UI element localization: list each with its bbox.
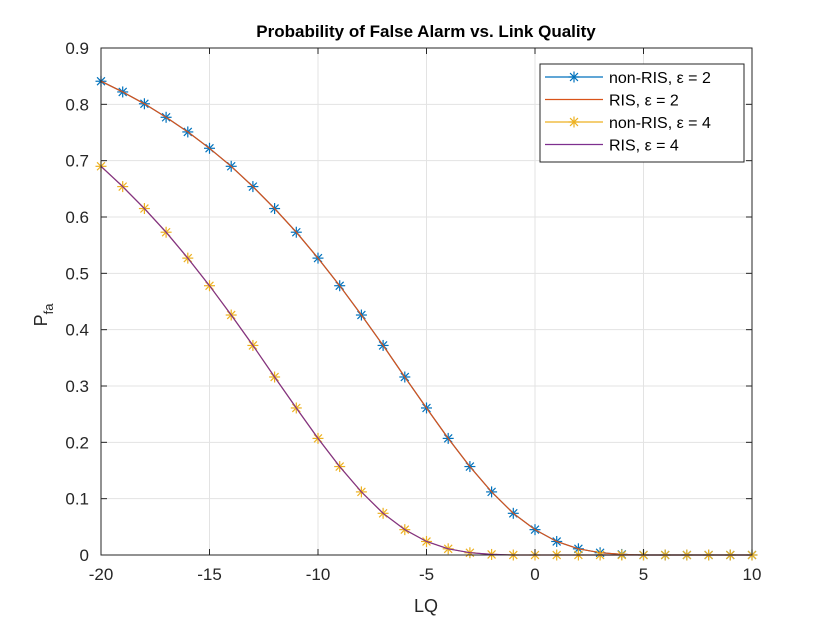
y-axis-label-main: P xyxy=(31,314,51,326)
y-tick-label: 0.4 xyxy=(65,321,89,340)
legend: non-RIS, ε = 2 RIS, ε = 2 non-RIS, ε = 4 RI… xyxy=(539,63,745,163)
x-tick-label: 10 xyxy=(743,565,762,584)
legend-item: RIS, ε = 2 xyxy=(545,93,679,110)
y-tick-label: 0.6 xyxy=(65,208,89,227)
x-tick-label: -15 xyxy=(197,565,222,584)
y-axis-label: Pfa xyxy=(31,303,56,327)
legend-item: RIS, ε = 4 xyxy=(545,138,679,155)
marker-stroke xyxy=(569,72,579,82)
y-tick-label: 0.5 xyxy=(65,264,89,283)
y-tick-label: 0.2 xyxy=(65,433,89,452)
y-tick-label: 0.9 xyxy=(65,39,89,58)
y-tick-label: 0.8 xyxy=(65,95,89,114)
y-axis-label-subscript: fa xyxy=(41,303,56,315)
legend-label: RIS, ε = 4 xyxy=(609,138,679,155)
x-tick-label: -10 xyxy=(306,565,331,584)
y-tick-label: 0 xyxy=(80,546,89,565)
data-point-marker xyxy=(568,116,580,128)
legend-item: non-RIS, ε = 2 xyxy=(545,70,711,87)
x-tick-label: 0 xyxy=(530,565,539,584)
legend-item: non-RIS, ε = 4 xyxy=(545,115,711,132)
marker-stroke xyxy=(569,117,579,127)
data-point-marker xyxy=(568,71,580,83)
x-tick-label: -20 xyxy=(89,565,114,584)
y-tick-label: 0.3 xyxy=(65,377,89,396)
legend-label: non-RIS, ε = 4 xyxy=(609,115,711,132)
legend-label: non-RIS, ε = 2 xyxy=(609,70,711,87)
axes-layer: -20 -15 -10 -5 0 5 10 0 0.1 0.2 0.3 0.4 0.5 0.6 0.7 0.8… xyxy=(65,39,761,584)
x-tick-label: 5 xyxy=(639,565,648,584)
y-tick-label: 0.1 xyxy=(65,490,89,509)
y-tick-label: 0.7 xyxy=(65,152,89,171)
x-axis-label: LQ xyxy=(414,596,438,616)
legend-label: RIS, ε = 2 xyxy=(609,93,679,110)
x-tick-label: -5 xyxy=(419,565,434,584)
chart-title: Probability of False Alarm vs. Link Qual… xyxy=(256,22,596,41)
y-axis-label-group: Pfa xyxy=(31,303,56,327)
